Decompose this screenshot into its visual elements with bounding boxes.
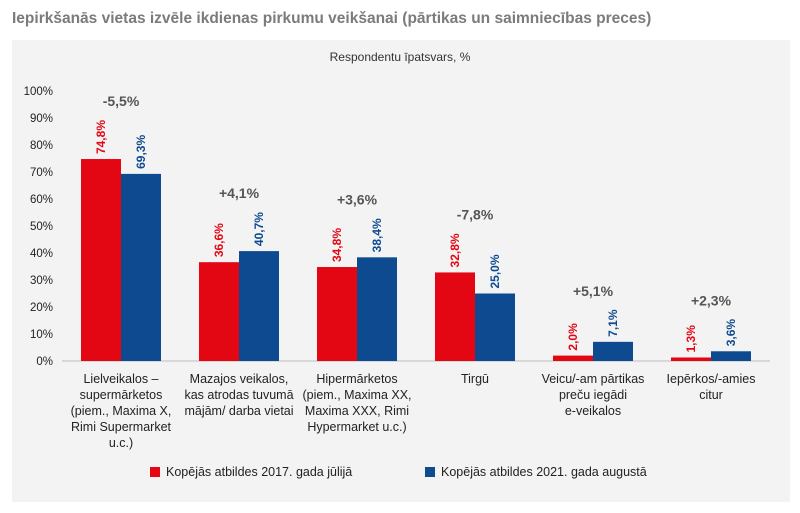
value-label-2017: 2,0% — [566, 323, 580, 351]
value-label-2021: 25,0% — [488, 254, 502, 288]
change-label: +4,1% — [219, 185, 260, 201]
bar-2021 — [711, 351, 751, 361]
bar-2017 — [199, 262, 239, 361]
change-label: +2,3% — [691, 292, 732, 308]
y-tick-label: 20% — [30, 302, 53, 314]
value-label-2017: 74,8% — [94, 120, 108, 154]
y-tick-label: 90% — [30, 113, 53, 125]
value-label-2017: 32,8% — [448, 233, 462, 267]
bar-2017 — [81, 159, 121, 361]
category-label: Hipermārketos — [316, 372, 397, 386]
x-axis-labels: Lielveikalos – supermārketos (piem., Maxim… — [71, 372, 756, 450]
bar-2021 — [593, 341, 633, 361]
value-label-2021: 7,1% — [606, 309, 620, 337]
category-label: (piem., Maxima X, — [71, 404, 172, 418]
data-labels: 74,8% 69,3% -5,5% 36,6% 40,7% +4,1% 34,8% 38,4%… — [94, 93, 738, 352]
category-label: mājām/ darba vietai — [184, 404, 293, 418]
bar-2017 — [317, 267, 357, 361]
y-tick-label: 0% — [36, 356, 53, 368]
bars — [81, 159, 751, 361]
legend-swatch-2017 — [150, 467, 160, 477]
legend-swatch-2021 — [425, 467, 435, 477]
bar-2021 — [121, 173, 161, 361]
category-label: Lielveikalos – — [83, 372, 158, 386]
y-tick-label: 70% — [30, 167, 53, 179]
y-axis: 0% 10% 20% 30% 40% 50% 60% 70% 80% 90% 100% — [24, 86, 770, 368]
category-label: supermārketos — [80, 388, 163, 402]
change-label: +3,6% — [337, 191, 378, 207]
category-label: kas atrodas tuvumā — [184, 388, 293, 402]
legend-item-2021: Kopējās atbildes 2021. gada augustā — [425, 465, 647, 479]
category-label: Maxima XXX, Rimi — [305, 404, 409, 418]
y-tick-label: 30% — [30, 275, 53, 287]
bar-2021 — [239, 251, 279, 361]
category-label: preču iegādi — [559, 388, 627, 402]
legend-label-2021: Kopējās atbildes 2021. gada augustā — [441, 465, 647, 479]
category-label: citur — [699, 388, 723, 402]
chart-title: Iepirkšanās vietas izvēle ikdienas pirku… — [12, 10, 652, 27]
category-label: Veicu/-am pārtikas — [542, 372, 645, 386]
value-label-2017: 1,3% — [684, 325, 698, 353]
category-label: Hypermarket u.c.) — [307, 420, 406, 434]
y-tick-label: 10% — [30, 329, 53, 341]
y-tick-label: 50% — [30, 221, 53, 233]
y-tick-label: 60% — [30, 194, 53, 206]
category-label: Rimi Supermarket — [71, 420, 172, 434]
value-label-2017: 34,8% — [330, 228, 344, 262]
category-label: (piem., Maxima XX, — [302, 388, 411, 402]
value-label-2021: 38,4% — [370, 218, 384, 252]
category-label: Mazajos veikalos, — [190, 372, 289, 386]
bar-2017 — [435, 272, 475, 361]
change-label: -7,8% — [457, 206, 494, 222]
y-tick-label: 80% — [30, 140, 53, 152]
category-label: Tirgū — [461, 372, 489, 386]
value-label-2021: 3,6% — [724, 319, 738, 347]
bar-2017 — [553, 355, 593, 361]
value-label-2021: 69,3% — [134, 135, 148, 169]
y-tick-label: 100% — [24, 86, 53, 98]
category-label: u.c.) — [109, 436, 133, 450]
bar-2021 — [357, 257, 397, 361]
category-label: e-veikalos — [565, 404, 621, 418]
legend-label-2017: Kopējās atbildes 2017. gada jūlijā — [166, 465, 353, 479]
bar-2021 — [475, 293, 515, 361]
category-label: Iepērkos/-amies — [667, 372, 756, 386]
change-label: -5,5% — [103, 93, 140, 109]
value-label-2021: 40,7% — [252, 212, 266, 246]
legend-item-2017: Kopējās atbildes 2017. gada jūlijā — [150, 465, 352, 479]
value-label-2017: 36,6% — [212, 223, 226, 257]
chart-subtitle: Respondentu īpatsvars, % — [330, 50, 471, 64]
y-tick-label: 40% — [30, 248, 53, 260]
change-label: +5,1% — [573, 283, 614, 299]
bar-2017 — [671, 357, 711, 361]
